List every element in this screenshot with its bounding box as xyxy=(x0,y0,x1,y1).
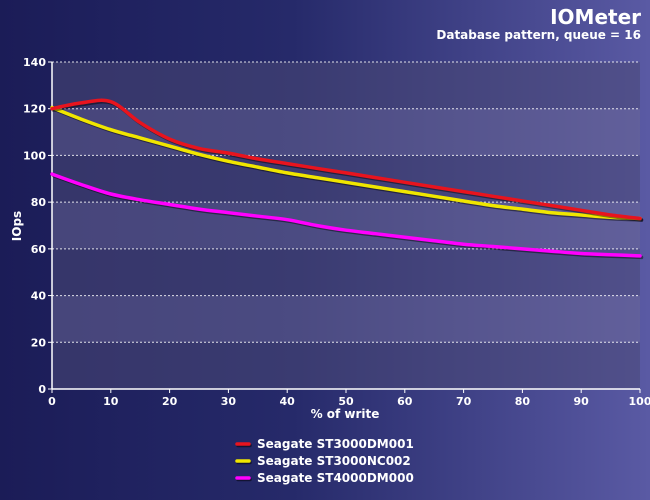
x-tick-label: 80 xyxy=(515,395,531,408)
x-axis-ticks: 0 10 20 30 40 50 60 70 80 90 100 xyxy=(48,389,650,408)
y-axis-ticks: 0 20 40 60 80 100 120 140 xyxy=(23,56,52,396)
y-axis-label: IOps xyxy=(10,211,24,241)
legend-label-seagate-st4000dm000: Seagate ST4000DM000 xyxy=(257,471,414,485)
y-tick-label: 120 xyxy=(23,103,46,116)
x-tick-label: 60 xyxy=(397,395,413,408)
x-tick-label: 0 xyxy=(48,395,56,408)
x-tick-label: 100 xyxy=(629,395,650,408)
x-tick-label: 90 xyxy=(574,395,590,408)
plot-band xyxy=(52,248,640,296)
x-tick-label: 50 xyxy=(338,395,354,408)
y-tick-label: 140 xyxy=(23,56,46,69)
y-tick-label: 100 xyxy=(23,149,46,162)
plot-band xyxy=(52,155,640,203)
plot-band xyxy=(52,202,640,249)
chart-title: IOMeter xyxy=(550,5,641,29)
series-line-seagate-st4000dm000 xyxy=(50,172,642,258)
legend-label-seagate-st3000nc002: Seagate ST3000NC002 xyxy=(257,454,411,468)
x-tick-label: 20 xyxy=(162,395,178,408)
x-axis-label: % of write xyxy=(311,407,380,421)
legend-label-seagate-st3000dm001: Seagate ST3000DM001 xyxy=(257,437,414,451)
series-line-seagate-st3000dm001 xyxy=(50,98,642,221)
plot-band xyxy=(52,295,640,343)
y-tick-label: 20 xyxy=(31,336,47,349)
x-tick-label: 70 xyxy=(456,395,472,408)
y-tick-label: 80 xyxy=(31,196,47,209)
x-tick-label: 30 xyxy=(221,395,237,408)
x-tick-label: 40 xyxy=(280,395,296,408)
y-tick-label: 60 xyxy=(31,243,47,256)
plot-band xyxy=(52,108,640,156)
y-tick-label: 40 xyxy=(31,290,47,303)
plot-band xyxy=(52,62,640,109)
y-tick-label: 0 xyxy=(38,383,46,396)
series-lines xyxy=(50,98,644,260)
chart-subtitle: Database pattern, queue = 16 xyxy=(436,28,641,42)
legend: Seagate ST3000DM001 Seagate ST3000NC002 Se… xyxy=(235,437,414,485)
x-tick-label: 10 xyxy=(103,395,119,408)
plot-band xyxy=(52,342,640,389)
plot-background xyxy=(52,62,640,389)
series-line-seagate-st3000nc002 xyxy=(50,105,642,221)
